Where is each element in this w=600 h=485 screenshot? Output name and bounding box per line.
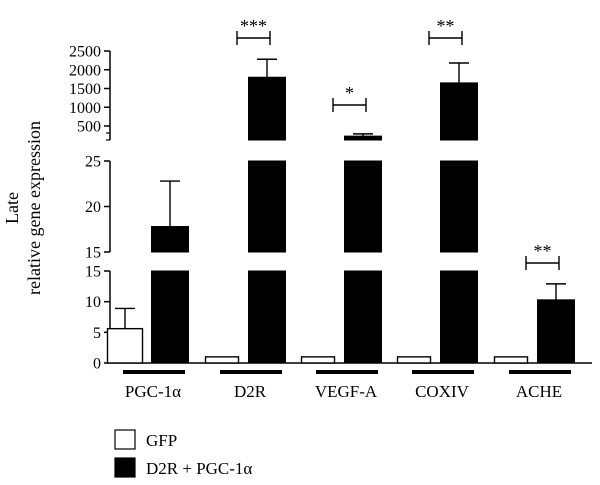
y-tick-label: 2000 bbox=[69, 62, 101, 79]
bar-d2r-pgc bbox=[344, 270, 382, 364]
legend-label-d2r-pgc: D2R + PGC-1α bbox=[146, 459, 252, 478]
bar-d2r-pgc bbox=[248, 76, 286, 141]
bar-gfp bbox=[396, 356, 432, 364]
sig-label: ** bbox=[437, 16, 455, 36]
category-label: D2R bbox=[234, 382, 267, 401]
bar-d2r-pgc bbox=[440, 270, 478, 364]
bar-d2r-pgc bbox=[151, 226, 189, 253]
bars bbox=[106, 76, 575, 364]
error-bars bbox=[115, 58, 566, 329]
bar-gfp bbox=[106, 327, 144, 364]
category-group-bar bbox=[509, 370, 571, 374]
bar-gfp bbox=[204, 356, 240, 364]
y-tick-label: 10 bbox=[85, 294, 101, 311]
y-axis-label-line1: Late bbox=[2, 192, 22, 224]
category-group-bar bbox=[412, 370, 474, 374]
bar-d2r-pgc bbox=[344, 135, 382, 141]
bar-d2r-pgc bbox=[440, 160, 478, 253]
bar-d2r-pgc bbox=[344, 160, 382, 253]
category-group-bar bbox=[123, 370, 185, 374]
sig-label: *** bbox=[240, 16, 267, 36]
bar-gfp bbox=[300, 356, 336, 364]
legend: GFP D2R + PGC-1α bbox=[114, 429, 252, 478]
category-labels: PGC-1α D2R VEGF-A COXIV ACHE bbox=[123, 370, 571, 401]
bar-d2r-pgc bbox=[151, 270, 189, 364]
bar-d2r-pgc bbox=[537, 299, 575, 364]
significance-brackets: ******** bbox=[236, 16, 560, 270]
legend-swatch-d2r-pgc bbox=[114, 457, 136, 478]
y-tick-label: 25 bbox=[85, 154, 101, 171]
y-tick-label: 15 bbox=[85, 264, 101, 281]
y-tick-label: 1500 bbox=[69, 81, 101, 98]
bar-d2r-pgc bbox=[440, 82, 478, 141]
category-label: PGC-1α bbox=[125, 382, 181, 401]
bar-d2r-pgc bbox=[248, 160, 286, 253]
category-group-bar bbox=[316, 370, 378, 374]
category-group-bar bbox=[220, 370, 282, 374]
bar-gfp bbox=[493, 356, 529, 364]
y-axis-label-line2: relative gene expression bbox=[24, 121, 44, 295]
y-tick-label: 2500 bbox=[69, 44, 101, 61]
bar-d2r-pgc bbox=[248, 270, 286, 364]
legend-label-gfp: GFP bbox=[146, 431, 177, 450]
y-tick-label: 0 bbox=[93, 356, 101, 373]
category-label: VEGF-A bbox=[315, 382, 378, 401]
y-tick-label: 15 bbox=[85, 245, 101, 262]
y-tick-label: 1000 bbox=[69, 100, 101, 117]
sig-label: * bbox=[345, 83, 354, 103]
sig-label: ** bbox=[534, 241, 552, 261]
category-label: COXIV bbox=[415, 382, 470, 401]
y-tick-label: 20 bbox=[85, 199, 101, 216]
y-tick-label: 500 bbox=[77, 119, 101, 136]
y-tick-label: 5 bbox=[93, 325, 101, 342]
legend-swatch-gfp bbox=[114, 429, 136, 450]
category-label: ACHE bbox=[516, 382, 562, 401]
